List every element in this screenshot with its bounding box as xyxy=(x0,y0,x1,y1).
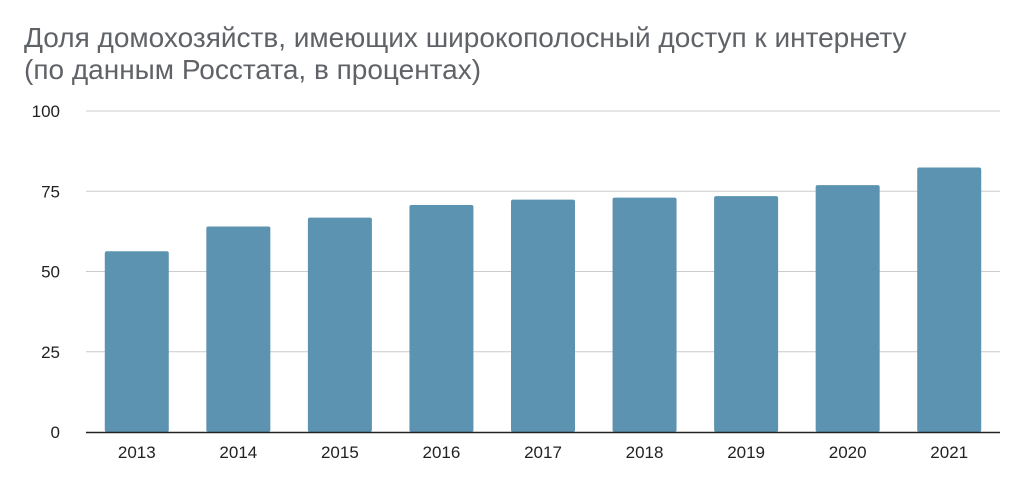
x-tick-label: 2018 xyxy=(626,443,664,462)
bar xyxy=(206,226,271,432)
bars xyxy=(104,167,982,432)
chart-title: Доля домохозяйств, имеющих широкополосны… xyxy=(24,22,1004,86)
y-tick-label: 75 xyxy=(41,182,60,201)
bar xyxy=(511,199,575,432)
bar xyxy=(917,167,982,432)
chart-title-line-1: Доля домохозяйств, имеющих широкополосны… xyxy=(24,22,907,53)
x-tick-label: 2019 xyxy=(727,443,765,462)
y-tick-label: 100 xyxy=(32,102,60,121)
bar xyxy=(409,205,474,432)
y-tick-label: 25 xyxy=(41,343,60,362)
chart-title-line-2: (по данным Росстата, в процентах) xyxy=(24,54,482,85)
bar xyxy=(815,185,880,432)
bar xyxy=(612,197,677,432)
x-tick-label: 2015 xyxy=(321,443,359,462)
x-axis-ticks: 2013 2014 2015 2016 2017 2018 2019 2020 2021 xyxy=(118,443,968,462)
y-tick-label: 0 xyxy=(51,423,60,442)
x-tick-label: 2014 xyxy=(219,443,257,462)
x-tick-label: 2016 xyxy=(423,443,461,462)
bar xyxy=(714,196,779,432)
x-tick-label: 2017 xyxy=(524,443,562,462)
bar xyxy=(104,251,169,432)
y-tick-label: 50 xyxy=(41,263,60,282)
y-axis-ticks: 0 25 50 75 100 xyxy=(32,102,60,442)
bar xyxy=(307,217,372,432)
x-tick-label: 2013 xyxy=(118,443,156,462)
x-tick-label: 2020 xyxy=(829,443,867,462)
x-tick-label: 2021 xyxy=(930,443,968,462)
